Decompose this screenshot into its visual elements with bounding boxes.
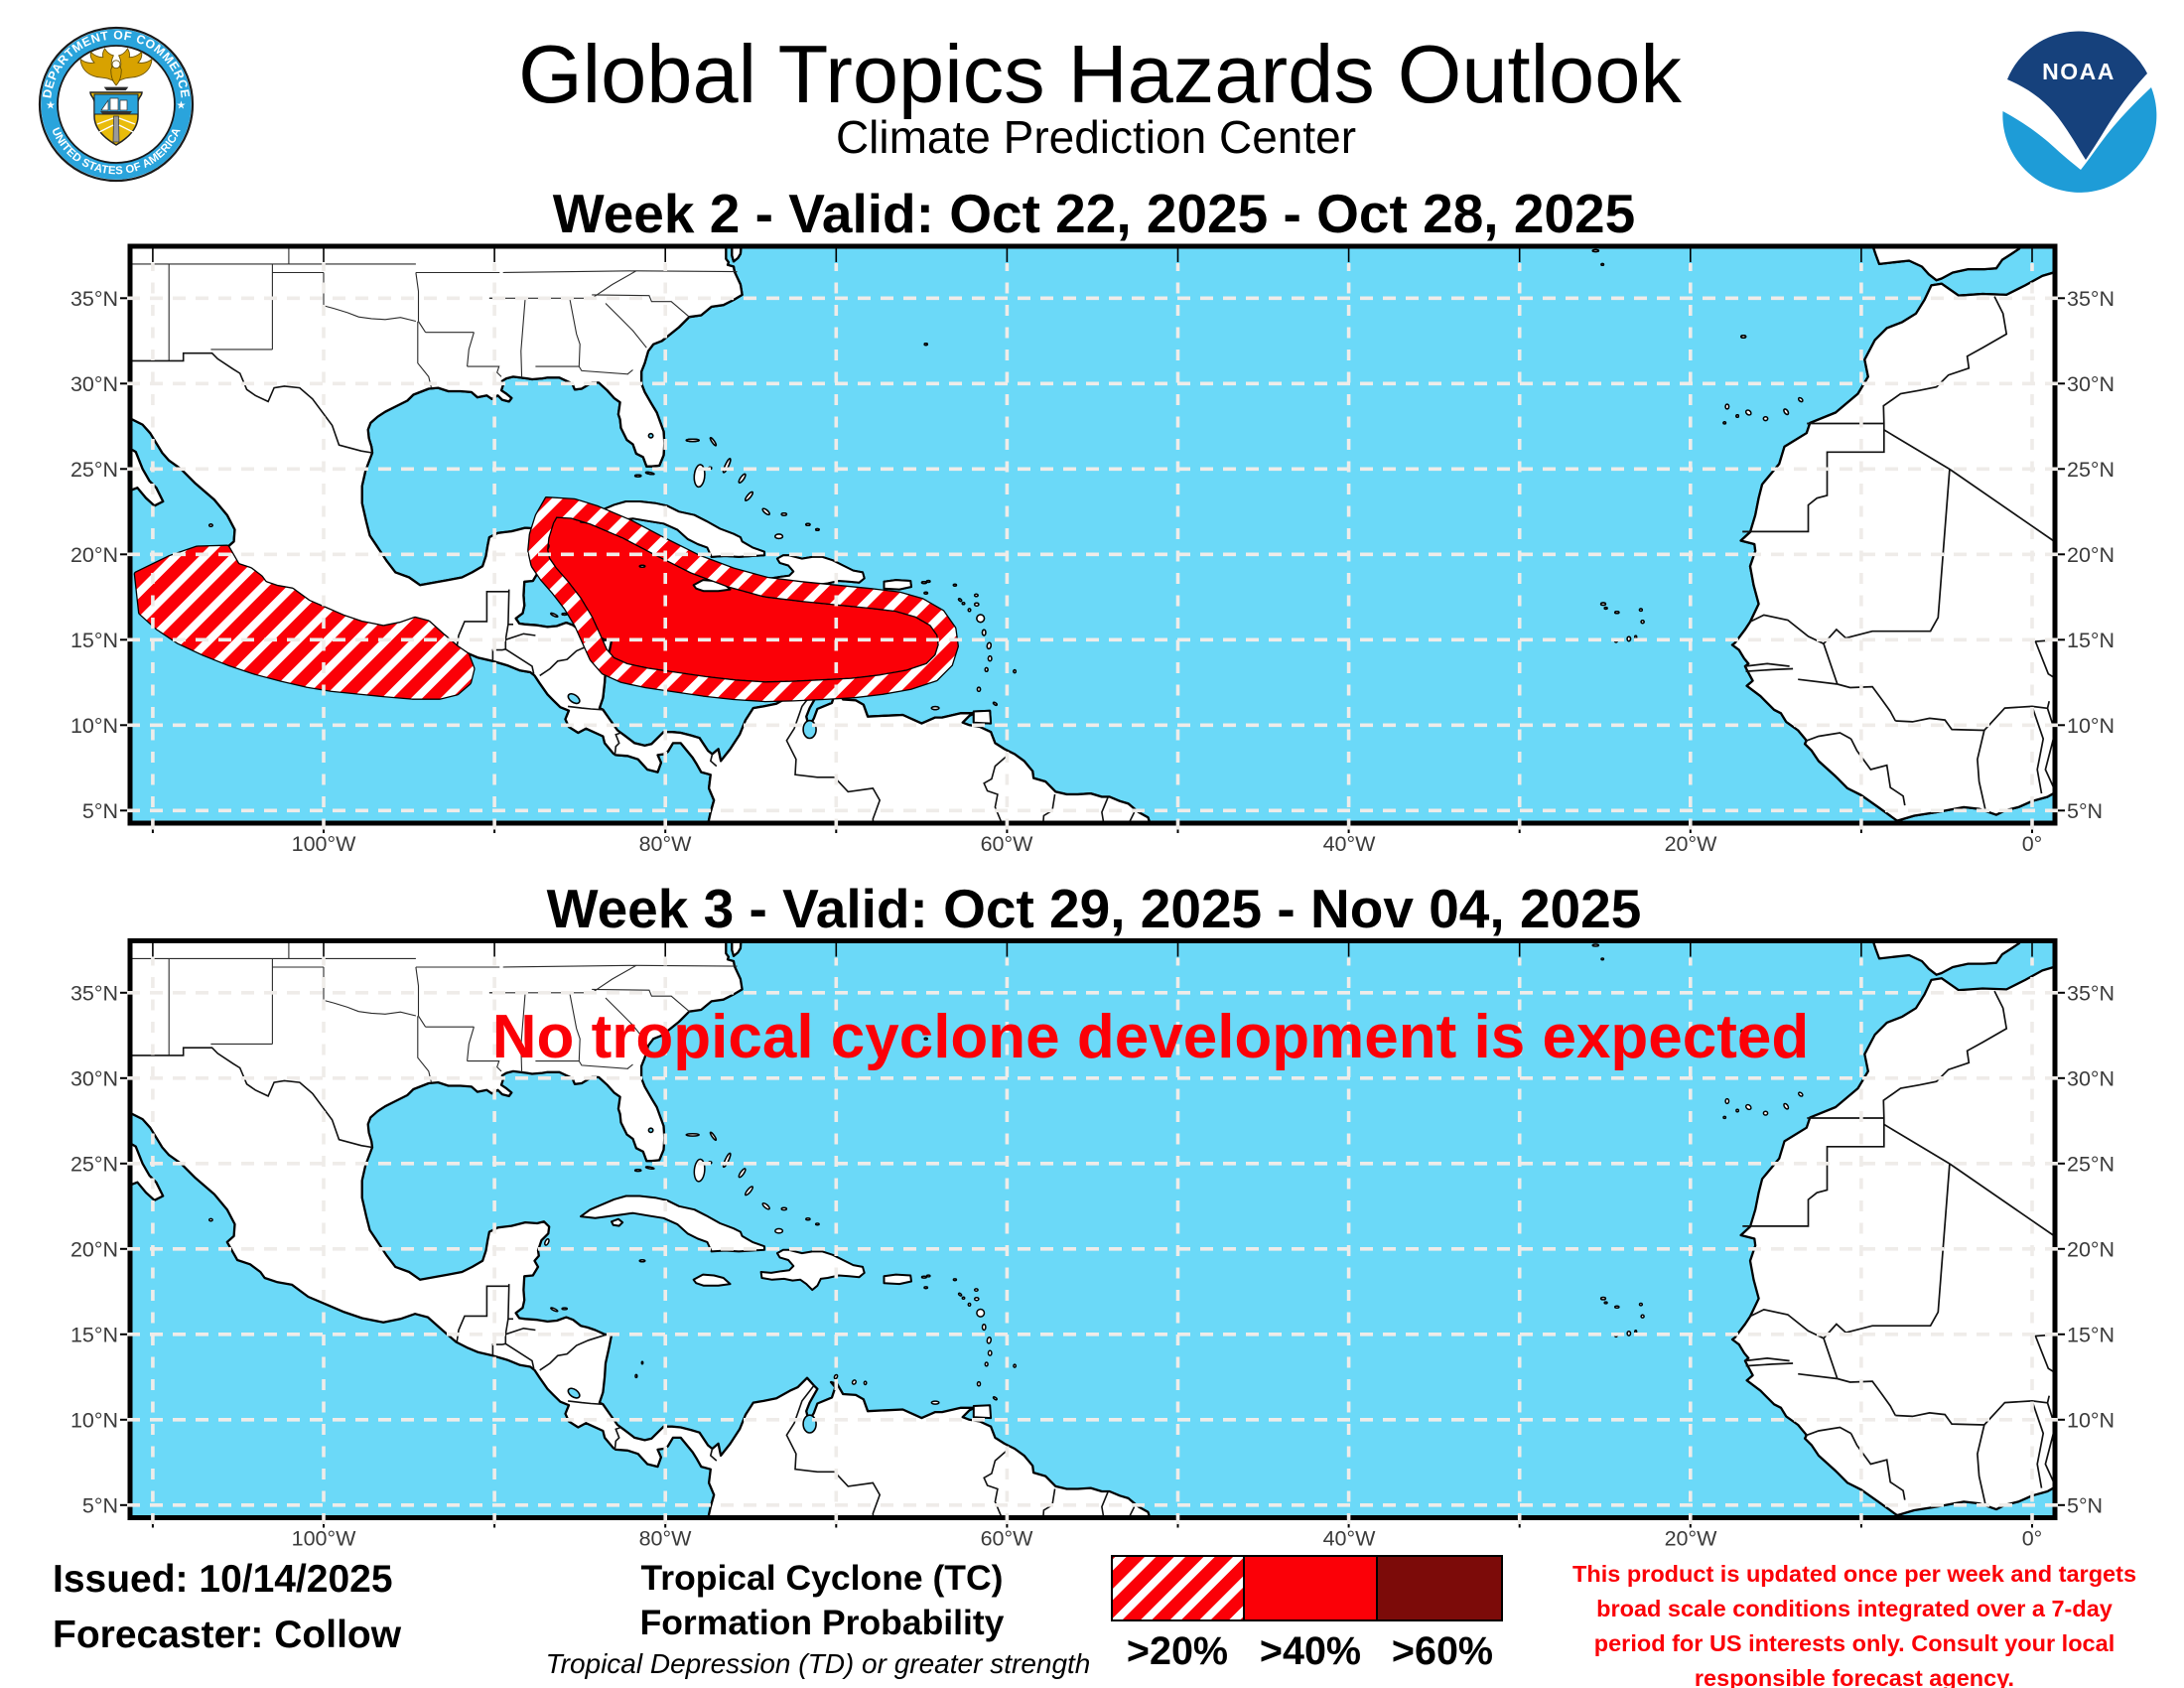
svg-text:Week 3 - Valid: Oct 29, 2025 -: Week 3 - Valid: Oct 29, 2025 - Nov 04, 2…	[547, 878, 1642, 939]
svg-text:>60%: >60%	[1392, 1629, 1493, 1673]
svg-text:Formation Probability: Formation Probability	[640, 1603, 1005, 1642]
svg-text:NOAA: NOAA	[2042, 59, 2116, 84]
svg-text:period for US interests only.: period for US interests only. Consult yo…	[1594, 1630, 2115, 1656]
svg-text:>20%: >20%	[1127, 1629, 1228, 1673]
svg-text:Global Tropics Hazards Outlook: Global Tropics Hazards Outlook	[518, 28, 1682, 120]
svg-text:Tropical Depression (TD) or gr: Tropical Depression (TD) or greater stre…	[546, 1648, 1091, 1679]
svg-text:Week 2 - Valid: Oct 22, 2025 -: Week 2 - Valid: Oct 22, 2025 - Oct 28, 2…	[553, 183, 1635, 244]
svg-text:Forecaster: Collow: Forecaster: Collow	[53, 1614, 402, 1656]
svg-text:Climate Prediction Center: Climate Prediction Center	[836, 111, 1356, 163]
svg-text:★: ★	[46, 100, 56, 112]
svg-text:No tropical cyclone developmen: No tropical cyclone development is expec…	[492, 1003, 1810, 1071]
svg-text:>40%: >40%	[1260, 1629, 1361, 1673]
svg-text:broad scale conditions integra: broad scale conditions integrated over a…	[1596, 1596, 2113, 1621]
svg-text:responsible forecast agency.: responsible forecast agency.	[1695, 1665, 2014, 1688]
svg-text:Issued: 10/14/2025: Issued: 10/14/2025	[53, 1558, 393, 1601]
svg-text:Tropical Cyclone (TC): Tropical Cyclone (TC)	[641, 1558, 1004, 1598]
svg-text:This product is updated once p: This product is updated once per week an…	[1572, 1561, 2136, 1587]
svg-text:★: ★	[177, 100, 187, 112]
